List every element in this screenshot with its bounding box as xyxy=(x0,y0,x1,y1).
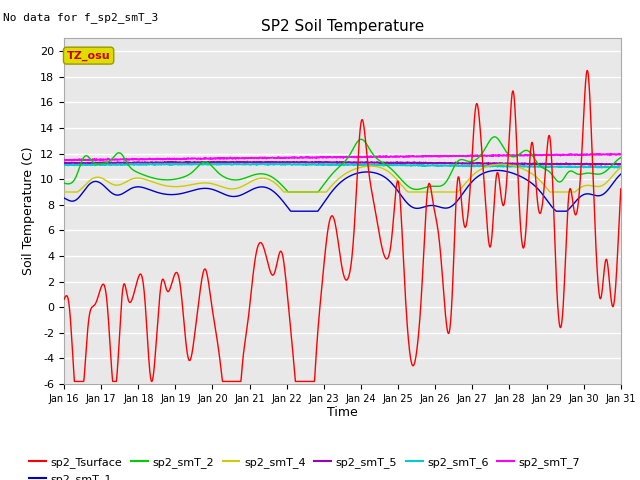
sp2_smT_7 xyxy=(60,156,68,162)
sp2_smT_7 xyxy=(617,152,625,157)
sp2_smT_7 xyxy=(68,158,76,164)
sp2_smT_7 xyxy=(607,151,614,156)
sp2_Tsurface xyxy=(126,300,134,305)
sp2_smT_6 xyxy=(611,165,618,170)
sp2_Tsurface xyxy=(378,241,385,247)
sp2_smT_4 xyxy=(308,189,316,195)
sp2_smT_5 xyxy=(308,160,316,166)
X-axis label: Time: Time xyxy=(327,407,358,420)
sp2_smT_2 xyxy=(103,159,111,165)
sp2_smT_2 xyxy=(378,159,385,165)
sp2_smT_6 xyxy=(617,164,625,170)
sp2_smT_6 xyxy=(268,161,276,167)
sp2_smT_2 xyxy=(318,184,326,190)
sp2_smT_5 xyxy=(126,160,134,166)
sp2_smT_5 xyxy=(378,160,385,166)
sp2_smT_1 xyxy=(493,168,501,173)
sp2_smT_4 xyxy=(296,189,304,195)
sp2_smT_6 xyxy=(60,162,68,168)
sp2_smT_1 xyxy=(60,195,68,201)
sp2_smT_1 xyxy=(103,186,111,192)
Line: sp2_smT_6: sp2_smT_6 xyxy=(64,164,621,168)
sp2_smT_5 xyxy=(244,158,252,164)
sp2_smT_1 xyxy=(318,202,326,208)
sp2_smT_2 xyxy=(285,189,292,195)
sp2_smT_4 xyxy=(60,189,68,195)
Text: TZ_osu: TZ_osu xyxy=(67,50,111,61)
sp2_Tsurface xyxy=(297,379,305,384)
Line: sp2_smT_5: sp2_smT_5 xyxy=(64,161,621,165)
sp2_smT_4 xyxy=(498,161,506,167)
sp2_smT_5 xyxy=(60,160,68,166)
sp2_smT_5 xyxy=(617,161,625,167)
sp2_smT_6 xyxy=(103,162,111,168)
Title: SP2 Soil Temperature: SP2 Soil Temperature xyxy=(260,20,424,35)
sp2_smT_5 xyxy=(297,159,305,165)
sp2_smT_1 xyxy=(297,208,305,214)
sp2_smT_2 xyxy=(617,155,625,160)
sp2_smT_1 xyxy=(308,208,316,214)
sp2_smT_1 xyxy=(378,172,385,178)
sp2_smT_7 xyxy=(126,156,134,162)
Y-axis label: Soil Temperature (C): Soil Temperature (C) xyxy=(22,147,35,276)
sp2_smT_6 xyxy=(308,162,316,168)
sp2_smT_2 xyxy=(297,189,305,195)
sp2_Tsurface xyxy=(70,379,78,384)
sp2_Tsurface xyxy=(584,68,591,73)
sp2_smT_1 xyxy=(126,186,134,192)
sp2_smT_4 xyxy=(617,165,625,170)
sp2_smT_6 xyxy=(318,161,326,167)
sp2_smT_2 xyxy=(491,134,499,140)
sp2_smT_2 xyxy=(126,164,134,169)
Line: sp2_smT_7: sp2_smT_7 xyxy=(64,154,621,161)
sp2_smT_4 xyxy=(126,177,134,183)
sp2_smT_2 xyxy=(60,180,68,186)
sp2_smT_6 xyxy=(297,161,305,167)
sp2_Tsurface xyxy=(308,379,316,384)
sp2_smT_5 xyxy=(103,160,111,166)
Line: sp2_smT_4: sp2_smT_4 xyxy=(64,164,621,192)
Line: sp2_smT_2: sp2_smT_2 xyxy=(64,137,621,192)
sp2_smT_4 xyxy=(103,178,111,184)
sp2_Tsurface xyxy=(617,186,625,192)
sp2_smT_7 xyxy=(104,156,111,162)
Text: No data for f_sp2_smT_3: No data for f_sp2_smT_3 xyxy=(3,12,159,23)
sp2_smT_6 xyxy=(378,163,385,168)
sp2_smT_7 xyxy=(308,155,316,161)
Line: sp2_Tsurface: sp2_Tsurface xyxy=(64,71,621,382)
sp2_Tsurface xyxy=(60,297,68,302)
sp2_smT_1 xyxy=(617,171,625,177)
sp2_Tsurface xyxy=(318,280,326,286)
Line: sp2_smT_1: sp2_smT_1 xyxy=(64,170,621,211)
Legend: sp2_Tsurface, sp2_smT_1, sp2_smT_2, sp2_smT_4, sp2_smT_5, sp2_smT_6, sp2_smT_7: sp2_Tsurface, sp2_smT_1, sp2_smT_2, sp2_… xyxy=(25,453,584,480)
sp2_smT_1 xyxy=(287,208,295,214)
sp2_smT_7 xyxy=(297,154,305,160)
sp2_smT_4 xyxy=(377,165,385,170)
sp2_Tsurface xyxy=(104,304,111,310)
sp2_smT_5 xyxy=(318,159,326,165)
sp2_smT_2 xyxy=(308,189,316,195)
sp2_smT_5 xyxy=(597,162,605,168)
sp2_smT_7 xyxy=(378,154,385,159)
sp2_smT_7 xyxy=(318,155,326,160)
sp2_smT_6 xyxy=(126,162,134,168)
sp2_smT_4 xyxy=(318,189,326,195)
